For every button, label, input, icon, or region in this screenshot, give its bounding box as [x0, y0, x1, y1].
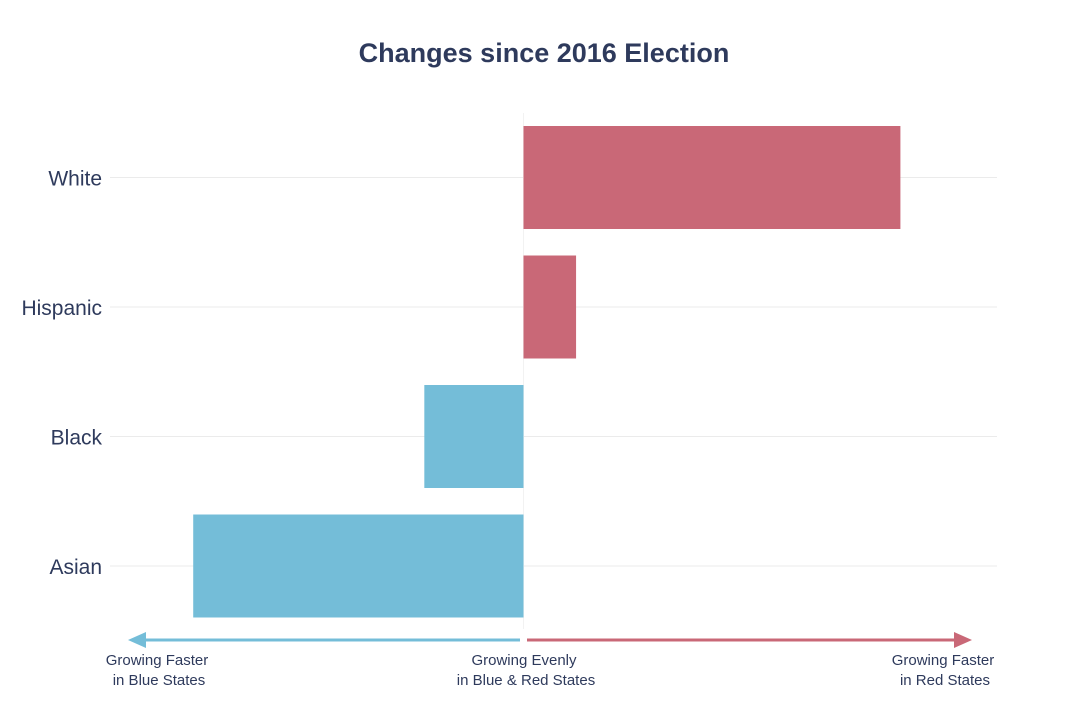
- category-label-white: White: [48, 168, 102, 191]
- category-labels: White Hispanic Black Asian: [21, 168, 102, 580]
- axis-note-left-line2: in Blue States: [113, 672, 206, 689]
- axis-note-left-line1: Growing Faster: [106, 652, 209, 669]
- bar-white: [523, 126, 901, 229]
- bars: [193, 126, 901, 618]
- axis-note-center-line2: in Blue & Red States: [457, 672, 595, 689]
- category-label-hispanic: Hispanic: [21, 297, 102, 320]
- bar-hispanic: [523, 255, 577, 359]
- category-label-asian: Asian: [49, 556, 102, 579]
- axis-notes: Growing Faster in Blue States Growing Ev…: [106, 652, 995, 689]
- right-arrow-icon: [954, 632, 972, 648]
- left-arrow-icon: [128, 632, 146, 648]
- axis-note-center-line1: Growing Evenly: [471, 652, 577, 669]
- bar-asian: [193, 514, 524, 618]
- bar-black: [424, 385, 524, 488]
- direction-arrows: [128, 632, 972, 648]
- category-label-black: Black: [51, 427, 103, 450]
- chart-title: Changes since 2016 Election: [359, 38, 730, 68]
- axis-note-right-line2: in Red States: [900, 672, 990, 689]
- axis-note-right-line1: Growing Faster: [892, 652, 995, 669]
